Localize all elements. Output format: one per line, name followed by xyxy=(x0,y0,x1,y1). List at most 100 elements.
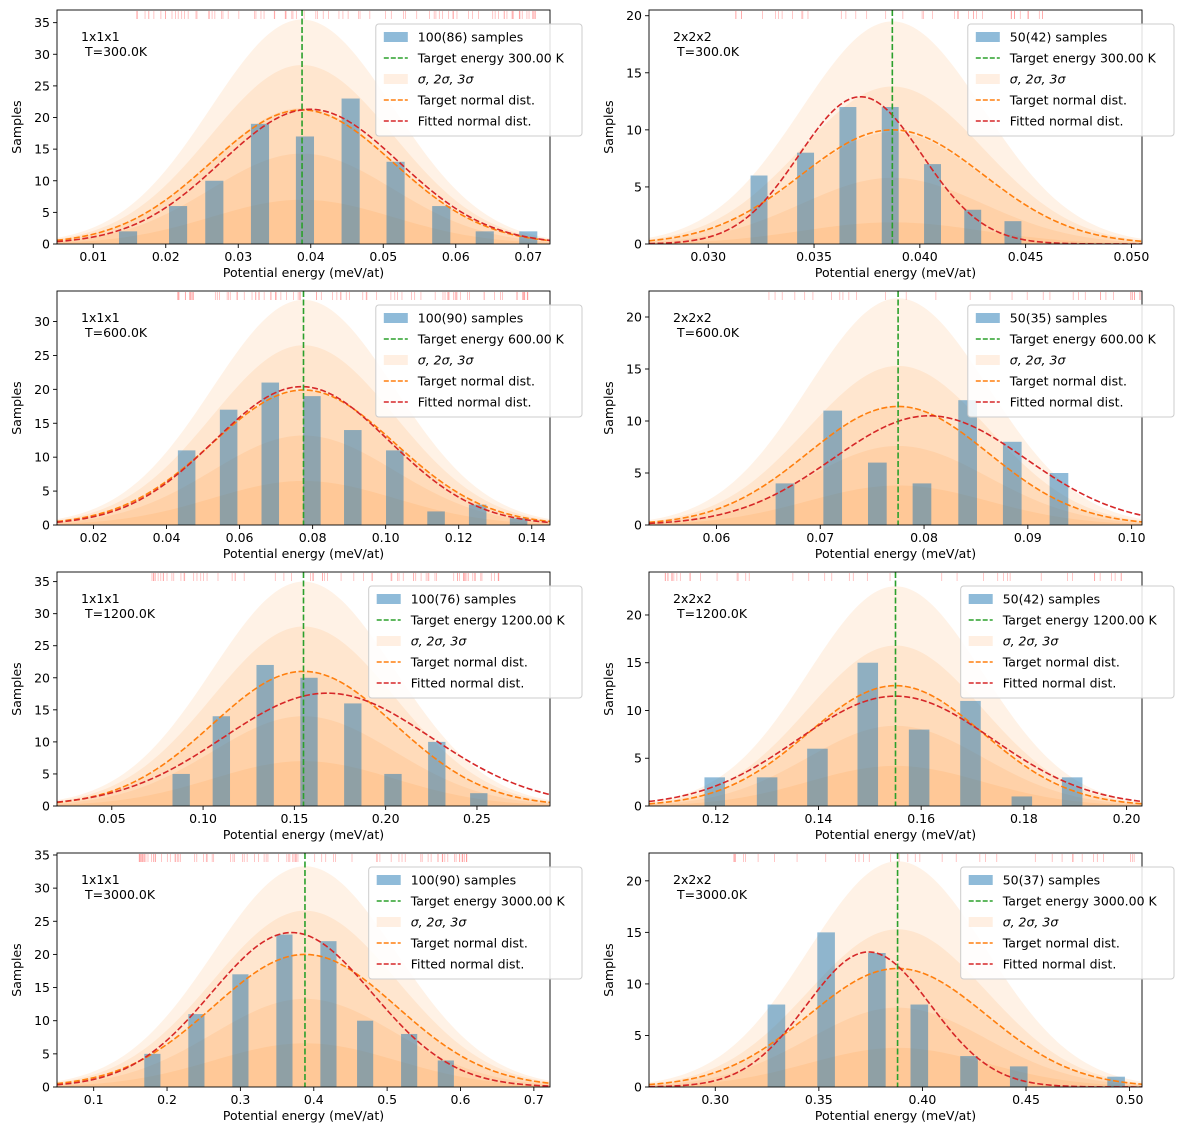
x-tick-label: 0.030 xyxy=(690,249,726,264)
histogram-bar xyxy=(118,231,138,244)
legend-label: Fitted normal dist. xyxy=(1003,676,1117,691)
x-tick-label: 0.07 xyxy=(806,530,834,545)
histogram-bar xyxy=(823,410,843,525)
y-tick-label: 5 xyxy=(42,205,50,220)
x-tick-label: 0.08 xyxy=(299,530,327,545)
y-tick-label: 0 xyxy=(634,799,642,814)
x-tick-label: 0.20 xyxy=(372,811,400,826)
legend-label: σ, 2σ, 3σ xyxy=(411,915,468,930)
histogram-bar xyxy=(1049,473,1069,525)
y-tick-label: 5 xyxy=(634,1028,642,1043)
y-tick-label: 35 xyxy=(34,574,50,589)
x-tick-label: 0.08 xyxy=(910,530,938,545)
fitted-normal-curve xyxy=(649,695,1142,803)
legend-label: σ, 2σ, 3σ xyxy=(418,72,475,87)
rug-marks xyxy=(733,854,1135,862)
x-tick-label: 0.04 xyxy=(297,249,325,264)
legend-label: 50(42) samples xyxy=(1010,30,1108,45)
supercell-label: 1x1x1 xyxy=(81,29,120,44)
y-tick-label: 15 xyxy=(626,65,642,80)
legend-label: σ, 2σ, 3σ xyxy=(418,353,475,368)
legend-label: Target normal dist. xyxy=(417,374,535,389)
x-tick-label: 0.03 xyxy=(224,249,252,264)
legend-label: Target normal dist. xyxy=(1009,374,1127,389)
x-tick-label: 0.040 xyxy=(902,249,938,264)
sigma-band-5 xyxy=(57,866,550,1087)
x-axis-label: Potential energy (meV/at) xyxy=(223,265,384,280)
histogram-bar xyxy=(188,1014,205,1087)
legend-label: Fitted normal dist. xyxy=(411,957,525,972)
fitted-normal-curve xyxy=(649,414,1142,525)
y-tick-label: 30 xyxy=(34,881,50,896)
legend-swatch-histogram xyxy=(975,313,1000,323)
histogram-bar xyxy=(427,511,445,525)
legend-label: Target normal dist. xyxy=(410,655,528,670)
y-axis-label: Samples xyxy=(601,100,616,153)
histogram-bar xyxy=(256,664,274,806)
histogram-bar xyxy=(169,206,188,244)
histogram-bar xyxy=(807,748,828,806)
x-tick-label: 0.07 xyxy=(514,249,542,264)
legend-label: 50(42) samples xyxy=(1003,592,1100,607)
histogram-bar xyxy=(205,180,224,244)
panel-1x1x1-T30000K: 0.1 0.2 0.3 0.4 0.5 0.6 0.7 0 5 10 15 20 25 30 35 Poten… xyxy=(9,847,583,1123)
y-tick-label: 0 xyxy=(42,1080,50,1095)
x-tick-label: 0.10 xyxy=(1118,530,1146,545)
legend-label: 100(86) samples xyxy=(418,30,523,45)
sigma-band-4 xyxy=(57,910,550,1087)
x-tick-label: 0.7 xyxy=(524,1092,544,1107)
legend-label: Fitted normal dist. xyxy=(418,114,532,129)
legend-label: 100(90) samples xyxy=(411,873,516,888)
histogram-bar xyxy=(924,164,941,244)
legend-swatch-sigma-bands xyxy=(968,636,993,646)
y-tick-label: 15 xyxy=(626,925,642,940)
y-tick-label: 5 xyxy=(634,751,642,766)
supercell-label: 1x1x1 xyxy=(81,591,120,606)
histogram-bar xyxy=(344,703,362,806)
legend-swatch-sigma-bands xyxy=(975,355,1000,365)
x-axis-label: Potential energy (meV/at) xyxy=(815,546,976,561)
histogram-bar xyxy=(144,1053,161,1087)
x-tick-label: 0.14 xyxy=(518,530,546,545)
x-tick-label: 0.02 xyxy=(152,249,180,264)
legend-box xyxy=(375,304,583,418)
legend-label: Target normal dist. xyxy=(410,936,528,951)
legend-label: Target normal dist. xyxy=(1002,936,1120,951)
legend-swatch-sigma-bands xyxy=(376,636,401,646)
legend-box xyxy=(960,585,1175,699)
histogram-bar xyxy=(839,107,857,244)
legend: 50(42) samples Target energy 1200.00 K σ, … xyxy=(960,585,1175,699)
legend-box xyxy=(967,23,1175,137)
target-normal-curve xyxy=(649,405,1142,524)
legend-swatch-histogram xyxy=(383,32,408,42)
y-tick-label: 25 xyxy=(34,914,50,929)
legend: 100(86) samples Target energy 300.00 K σ, … xyxy=(375,23,583,137)
histogram-bar xyxy=(704,777,726,806)
histogram-bar xyxy=(960,1056,978,1087)
y-tick-label: 15 xyxy=(626,655,642,670)
legend-label: Target energy 300.00 K xyxy=(417,51,565,66)
histogram-bar xyxy=(912,483,932,525)
histogram-bar xyxy=(212,716,231,806)
y-tick-label: 10 xyxy=(34,173,50,188)
fitted-normal-curve xyxy=(649,95,1142,244)
panel-1x1x1-T12000K: 0.05 0.10 0.15 0.20 0.25 0 5 10 15 20 25 30 35 Potent… xyxy=(9,571,583,842)
x-tick-label: 0.1 xyxy=(84,1092,104,1107)
x-tick-label: 0.50 xyxy=(1116,1092,1144,1107)
legend-label: σ, 2σ, 3σ xyxy=(1003,634,1060,649)
x-tick-label: 0.15 xyxy=(280,811,308,826)
x-axis-label: Potential energy (meV/at) xyxy=(223,827,384,842)
x-tick-label: 0.01 xyxy=(79,249,107,264)
legend-swatch-histogram xyxy=(968,875,993,885)
legend-label: Fitted normal dist. xyxy=(1010,114,1124,129)
x-tick-label: 0.35 xyxy=(805,1092,833,1107)
legend-swatch-histogram xyxy=(376,875,401,885)
y-tick-label: 30 xyxy=(34,47,50,62)
x-tick-label: 0.5 xyxy=(377,1092,397,1107)
y-axis-label: Samples xyxy=(601,381,616,434)
x-tick-label: 0.05 xyxy=(98,811,126,826)
temperature-label: T=600.0K xyxy=(676,325,740,340)
x-axis-label: Potential energy (meV/at) xyxy=(815,827,976,842)
histogram-bar xyxy=(295,136,315,244)
